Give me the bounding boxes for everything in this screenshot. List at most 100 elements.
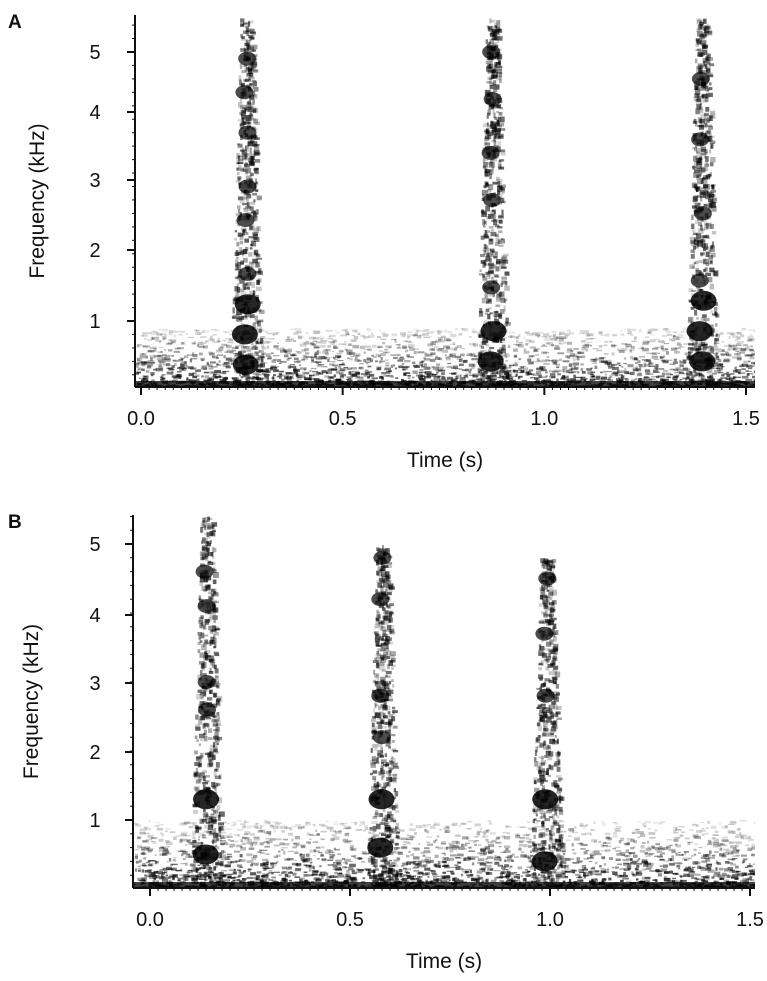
noise-speck xyxy=(310,361,318,363)
noise-speck xyxy=(568,372,574,374)
noise-speck xyxy=(234,369,238,373)
noise-speck xyxy=(335,371,341,374)
noise-speck xyxy=(146,365,152,369)
call-speck xyxy=(236,309,242,316)
noise-speck xyxy=(475,378,483,381)
call-speck xyxy=(501,280,508,285)
call-speck xyxy=(698,289,703,292)
call-speck xyxy=(482,219,485,226)
call-speck xyxy=(706,55,709,61)
call-speck xyxy=(481,374,487,379)
noise-speck xyxy=(580,377,586,381)
call-speck xyxy=(499,291,505,297)
noise-speck xyxy=(518,334,521,337)
call-speck xyxy=(489,18,492,24)
noise-speck xyxy=(167,354,174,357)
noise-speck xyxy=(234,352,239,355)
noise-speck xyxy=(731,332,735,336)
call-speck xyxy=(707,30,713,36)
noise-speck xyxy=(551,878,555,882)
call-speck xyxy=(243,64,247,67)
noise-speck xyxy=(599,378,607,382)
noise-speck xyxy=(696,824,699,827)
call-speck xyxy=(497,55,502,58)
noise-speck xyxy=(673,358,677,361)
noise-speck xyxy=(457,853,464,857)
call-speck xyxy=(488,349,492,353)
noise-speck xyxy=(506,366,509,370)
noise-speck xyxy=(368,334,375,338)
noise-speck xyxy=(173,334,177,338)
noise-speck xyxy=(226,873,233,875)
call-speck xyxy=(252,81,257,87)
noise-speck xyxy=(324,356,327,359)
noise-speck xyxy=(724,376,731,380)
harmonic-blob xyxy=(231,324,258,345)
call-speck xyxy=(703,316,706,322)
call-speck xyxy=(692,165,695,170)
noise-speck xyxy=(147,360,155,364)
noise-speck xyxy=(378,350,384,352)
noise-speck xyxy=(162,871,165,875)
call-speck xyxy=(497,116,501,122)
noise-speck xyxy=(291,337,294,341)
noise-speck xyxy=(210,371,215,374)
call-speck xyxy=(496,178,503,185)
harmonic-blob xyxy=(483,92,502,107)
noise-speck xyxy=(655,879,658,882)
noise-speck xyxy=(723,359,730,363)
call-speck xyxy=(500,116,505,123)
call-speck xyxy=(704,160,708,164)
call-speck xyxy=(237,165,242,170)
noise-speck xyxy=(436,375,439,378)
call-speck xyxy=(236,167,239,171)
noise-speck xyxy=(296,378,302,380)
noise-speck xyxy=(436,363,441,366)
noise-speck xyxy=(656,850,662,854)
noise-speck xyxy=(355,829,363,831)
call-speck xyxy=(499,261,505,265)
call-speck xyxy=(707,71,713,76)
call-speck xyxy=(496,293,501,299)
noise-speck xyxy=(643,362,646,365)
noise-speck xyxy=(690,339,693,342)
noise-speck xyxy=(324,352,329,356)
noise-speck xyxy=(177,347,184,350)
call-speck xyxy=(698,108,704,114)
noise-speck xyxy=(231,377,237,379)
noise-speck xyxy=(514,362,518,364)
noise-speck xyxy=(732,370,736,372)
noise-speck xyxy=(167,343,173,345)
noise-speck xyxy=(714,369,721,373)
noise-speck xyxy=(636,368,641,372)
noise-speck xyxy=(350,373,357,377)
noise-speck xyxy=(344,330,349,334)
noise-speck xyxy=(318,355,325,359)
noise-speck xyxy=(545,359,550,362)
call-speck xyxy=(251,118,256,121)
noise-speck xyxy=(326,875,331,879)
noise-speck xyxy=(422,332,429,337)
noise-speck xyxy=(210,830,214,833)
y-axis-title: Frequency (kHz) xyxy=(26,123,49,278)
call-speck xyxy=(695,348,699,355)
call-speck xyxy=(241,117,245,122)
noise-speck xyxy=(198,834,205,836)
noise-speck xyxy=(526,821,530,823)
noise-speck xyxy=(493,857,500,861)
noise-speck xyxy=(608,365,613,369)
noise-speck xyxy=(149,346,157,349)
noise-speck xyxy=(638,364,643,366)
call-speck xyxy=(238,316,245,320)
call-speck xyxy=(494,311,499,314)
noise-speck xyxy=(337,356,340,359)
noise-speck xyxy=(250,346,254,350)
noise-speck xyxy=(223,354,226,359)
noise-speck xyxy=(303,355,309,358)
noise-speck xyxy=(422,881,425,883)
noise-speck xyxy=(204,375,210,379)
noise-speck xyxy=(372,356,377,358)
noise-speck xyxy=(198,832,204,834)
noise-speck xyxy=(465,368,470,372)
noise-speck xyxy=(661,852,665,855)
